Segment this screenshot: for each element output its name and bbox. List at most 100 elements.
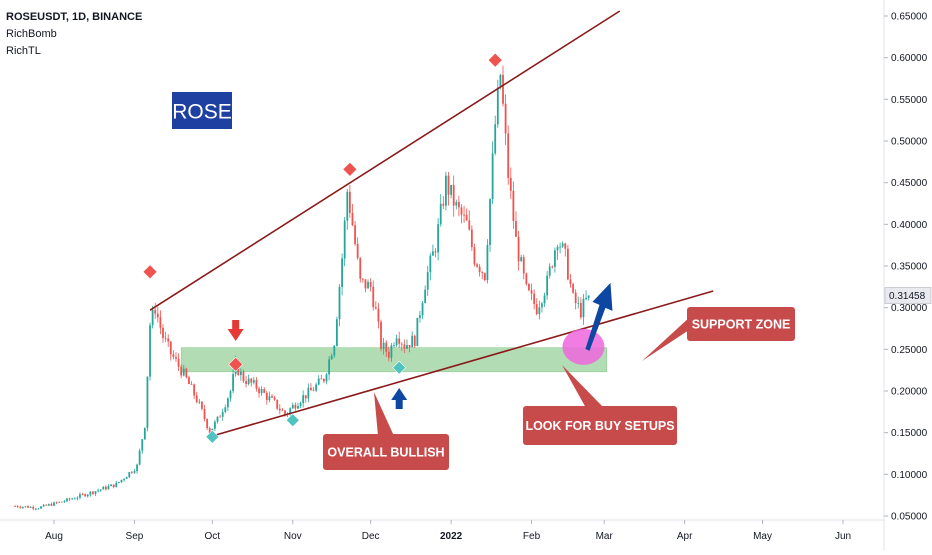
candle-body <box>380 321 382 349</box>
candle-body <box>252 380 255 383</box>
candle-body <box>19 507 22 508</box>
candle-body <box>29 506 32 508</box>
candle-body <box>214 421 216 429</box>
candle-body <box>177 358 180 367</box>
x-tick-label: Oct <box>205 531 221 542</box>
lower-trendline[interactable] <box>212 290 714 437</box>
candle-body <box>478 266 481 273</box>
candle-body <box>351 213 354 226</box>
candle-body <box>138 450 141 465</box>
candle-body <box>579 302 582 318</box>
look-for-buy-callout[interactable]: LOOK FOR BUY SETUPS <box>523 365 677 445</box>
x-tick-label: Feb <box>523 531 541 542</box>
candle-body <box>193 384 196 396</box>
buy-signal-diamond <box>205 429 220 444</box>
candle-body <box>515 220 517 237</box>
candle-body <box>167 338 170 342</box>
candle-body <box>504 103 507 134</box>
candle-body <box>185 368 188 378</box>
candle-body <box>112 484 115 488</box>
indicator-richbomb[interactable]: RichBomb <box>6 28 57 40</box>
x-tick-label: Apr <box>677 531 693 542</box>
overall-bullish-callout[interactable]: OVERALL BULLISH <box>323 392 449 470</box>
candle-body <box>566 248 569 280</box>
candle-body <box>164 338 167 339</box>
candle-body <box>21 506 24 508</box>
candle-body <box>491 153 494 200</box>
buy-signal-diamond <box>285 413 300 428</box>
candle-body <box>195 395 198 402</box>
candle-body <box>442 203 445 206</box>
candle-body <box>76 497 79 499</box>
candle-body <box>79 494 81 498</box>
bullish-arrow-icon <box>585 282 613 351</box>
candle-body <box>455 201 458 206</box>
chart-title: ROSEUSDT, 1D, BINANCE <box>6 11 143 23</box>
support-zone-callout-box <box>687 307 795 341</box>
candle-body <box>494 124 497 154</box>
candle-body <box>47 504 50 506</box>
candle-body <box>284 410 286 415</box>
up-arrow-icon <box>391 388 408 409</box>
support-zone-callout-pointer <box>642 316 691 361</box>
last-price-box <box>884 287 932 304</box>
candle-body <box>63 501 66 503</box>
candle-body <box>304 395 307 399</box>
candle-body <box>429 255 432 273</box>
candle-body <box>408 345 411 348</box>
candle-body <box>125 477 128 479</box>
candle-body <box>216 416 219 422</box>
candle-body <box>382 342 385 349</box>
candle-body <box>499 74 502 88</box>
candle-body <box>364 279 367 289</box>
candle-body <box>561 243 564 247</box>
candle-body <box>229 391 232 399</box>
candle-body <box>520 257 523 262</box>
candle-body <box>335 319 338 346</box>
indicator-richtl[interactable]: RichTL <box>6 45 41 57</box>
candle-body <box>528 283 530 291</box>
upper-trendline[interactable] <box>149 10 621 311</box>
candle-body <box>188 377 190 385</box>
candle-body <box>411 335 414 348</box>
overall-bullish-callout-box <box>323 434 449 470</box>
candle-body <box>263 389 266 393</box>
candle-body <box>182 368 185 376</box>
y-tick-label: 0.15000 <box>891 428 928 439</box>
candle-body <box>89 491 92 495</box>
candle-body <box>16 506 19 508</box>
candle-body <box>58 501 61 503</box>
candle-body <box>548 266 551 276</box>
candle-body <box>232 374 234 392</box>
candle-body <box>247 378 250 384</box>
y-tick-label: 0.05000 <box>891 512 928 523</box>
candle-body <box>24 506 27 508</box>
y-tick-label: 0.10000 <box>891 470 928 481</box>
candle-body <box>476 264 478 267</box>
y-tick-label: 0.60000 <box>891 53 928 64</box>
candle-body <box>559 246 562 248</box>
candle-body <box>201 401 203 409</box>
candle-body <box>99 489 102 491</box>
candle-body <box>297 405 299 409</box>
y-tick-label: 0.40000 <box>891 220 928 231</box>
candle-body <box>94 491 97 494</box>
candle-body <box>359 258 362 279</box>
candle-body <box>354 225 356 244</box>
candle-body <box>377 308 380 322</box>
y-tick-label: 0.30000 <box>891 303 928 314</box>
candle-body <box>333 345 336 356</box>
candle-body <box>242 371 245 382</box>
candle-body <box>84 494 87 497</box>
candle-body <box>470 229 473 248</box>
candle-body <box>71 498 74 500</box>
candle-body <box>172 354 175 357</box>
support-zone-callout[interactable]: SUPPORT ZONE <box>642 307 795 361</box>
candle-body <box>338 286 341 320</box>
candle-body <box>120 479 123 483</box>
candle-body <box>585 297 587 300</box>
candle-body <box>312 390 315 392</box>
candle-body <box>258 388 260 394</box>
candle-body <box>149 325 151 377</box>
